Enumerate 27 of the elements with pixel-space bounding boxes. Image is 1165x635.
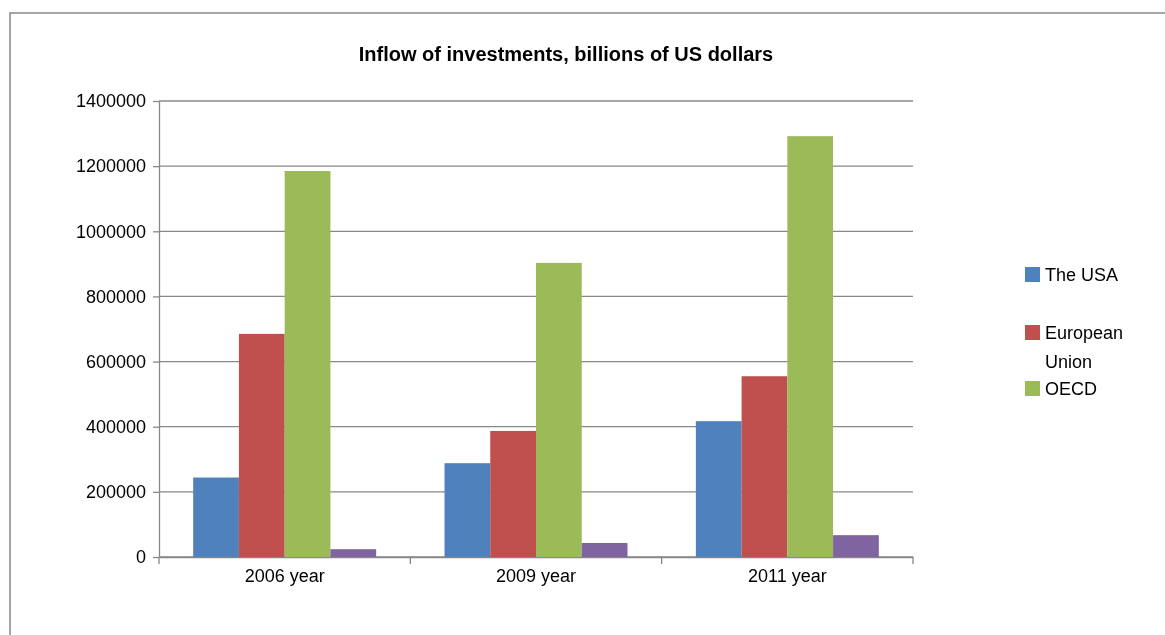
y-tick-label: 0 — [135, 547, 146, 568]
legend-label: The USA — [1045, 265, 1119, 285]
bar — [741, 376, 788, 557]
bar — [787, 136, 834, 557]
bar — [581, 542, 628, 557]
y-tick-label: 800000 — [85, 286, 146, 307]
x-tick-label: 2011 year — [747, 566, 827, 586]
y-tick-label: 1200000 — [75, 156, 146, 177]
chart-title: Inflow of investments, billions of US dollars — [358, 43, 774, 65]
legend-label: OECD — [1045, 379, 1098, 399]
y-tick-label: 1000000 — [75, 221, 146, 242]
bar — [193, 477, 239, 557]
bar — [238, 333, 285, 557]
bar — [695, 421, 742, 557]
bar — [536, 262, 582, 557]
x-tick-label: 2009 year — [495, 566, 577, 586]
y-tick-label: 1400000 — [75, 91, 146, 112]
bar — [284, 171, 331, 557]
bar — [490, 430, 536, 557]
legend-label: European Union — [1045, 323, 1124, 372]
bar — [444, 463, 491, 557]
x-tick-label: 2006 year — [244, 566, 325, 586]
y-tick-label: 400000 — [85, 416, 146, 437]
bar — [833, 535, 879, 557]
y-tick-label: 600000 — [85, 351, 146, 372]
y-tick-label: 200000 — [85, 482, 146, 503]
bar — [330, 549, 377, 557]
